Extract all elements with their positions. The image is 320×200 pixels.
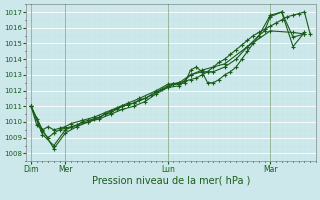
X-axis label: Pression niveau de la mer( hPa ): Pression niveau de la mer( hPa ): [92, 176, 250, 186]
